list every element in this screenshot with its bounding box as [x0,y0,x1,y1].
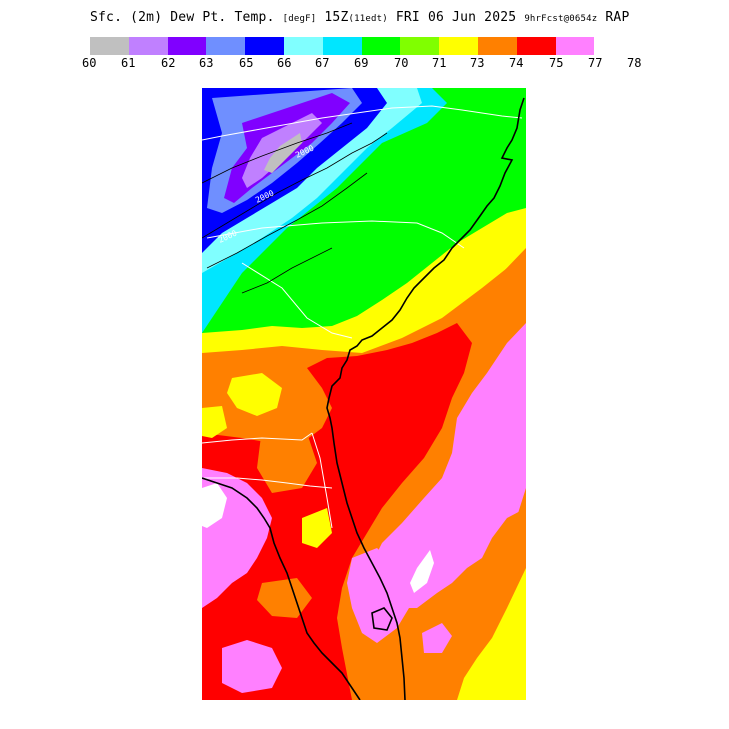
scale-label-74: 74 [509,56,524,70]
title-units: [degF] [282,14,317,24]
field-orange-patch-sw [257,428,317,493]
state-line-2 [206,220,465,249]
field-yellow-patch-west-3 [202,406,227,438]
field-gray-region [264,133,302,173]
state-line-4 [202,432,313,444]
scale-swatch-9 [439,37,478,55]
scale-swatch-0 [90,37,129,55]
scale-swatch-11 [516,37,556,55]
scale-swatch-12 [555,37,595,55]
scale-swatch-5 [283,37,323,55]
field-white-patch-west [202,483,227,528]
field-pink-south [222,640,282,693]
coastline-atlantic [326,97,525,700]
contour-4 [241,247,333,294]
scale-label-66: 66 [277,56,292,70]
title-edt: (11edt) [348,14,388,24]
title-main: Sfc. (2m) Dew Pt. Temp. [90,10,275,25]
scale-label-65: 65 [239,56,254,70]
scale-swatch-3 [206,37,246,55]
field-pink-se-patch [422,623,452,653]
scale-swatch-7 [361,37,401,55]
state-boundaries [202,105,523,529]
scale-label-60: 60 [82,56,97,70]
scale-label-78: 78 [627,56,642,70]
state-line-1 [202,105,523,141]
title-forecast: 9hrFcst@0654z [524,14,598,24]
scale-label-67: 67 [315,56,330,70]
chart-title: Sfc. (2m) Dew Pt. Temp. [degF] 15Z(11edt… [90,10,629,25]
contour-2 [202,132,388,239]
dewpoint-map: 2000 2000 2000 [202,88,526,700]
title-time: 15Z [324,10,349,25]
scale-label-73: 73 [470,56,485,70]
field-yellow-patch-west [227,373,282,416]
scale-swatch-6 [322,37,362,55]
scale-label-69: 69 [354,56,369,70]
scale-swatch-10 [477,37,517,55]
title-date: FRI 06 Jun 2025 [395,10,517,25]
contour-1 [202,122,353,184]
state-line-6 [202,477,333,489]
scale-label-75: 75 [549,56,564,70]
state-line-5 [311,432,333,529]
state-line-3 [241,262,353,339]
scale-swatch-1 [128,37,168,55]
scale-label-70: 70 [394,56,409,70]
field-yellow-patch-west-2 [302,508,332,548]
scale-label-77: 77 [588,56,603,70]
scale-swatch-8 [400,37,440,55]
elevation-contours [202,122,388,294]
color-scale-labels: 60 61 62 63 65 66 67 69 70 71 73 74 75 77 78 [78,56,668,72]
coastline-gulf [202,477,361,700]
field-yellow-se [457,568,526,700]
scale-label-71: 71 [432,56,447,70]
lake-okeechobee [371,607,393,631]
scale-label-61: 61 [121,56,136,70]
coastline [202,97,525,700]
scale-swatch-2 [167,37,207,55]
field-pink-east [372,323,526,608]
color-scale [90,37,595,55]
contour-3 [206,172,368,269]
scale-label-63: 63 [199,56,214,70]
title-model: RAP [605,10,630,25]
scale-label-62: 62 [161,56,176,70]
scale-swatch-4 [245,37,284,55]
field-white-patch-east [410,550,434,593]
